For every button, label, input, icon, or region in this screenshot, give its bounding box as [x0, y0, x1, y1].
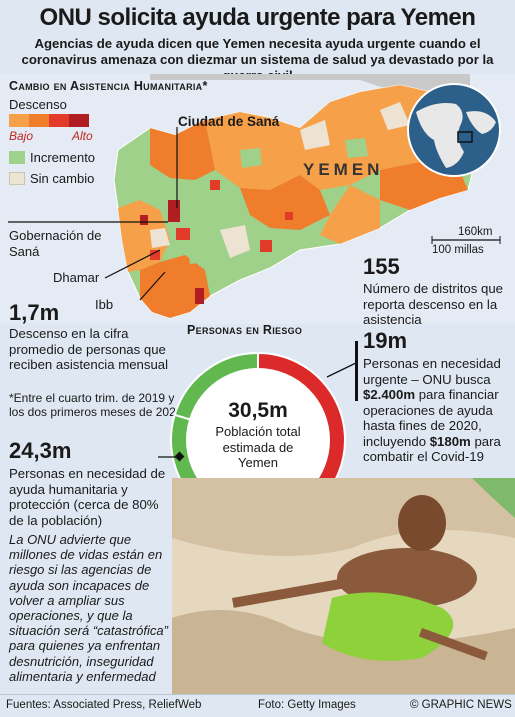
footnote: *Entre el cuarto trim. de 2019 y los dos… [9, 391, 183, 419]
legend-high: Alto [72, 129, 93, 143]
ibb-label: Ibb [95, 297, 114, 312]
legend-decrease-label: Descenso [9, 97, 67, 112]
stat-covid-amount: $180m [429, 433, 471, 449]
donut-center-value: 30,5m [228, 399, 288, 422]
footer: Fuentes: Associated Press, ReliefWeb Fot… [0, 694, 515, 717]
stat-districts-text: Número de distritos que reporta descenso… [363, 281, 504, 327]
legend-no-change-label: Sin cambio [30, 171, 95, 186]
stat-urgent-text: Personas en necesidad urgente – ONU busc… [363, 356, 513, 465]
legend-title: Cambio en Asistencia Humanitaria* [9, 79, 208, 93]
stat-districts-value: 155 [363, 254, 400, 279]
legend-increase-label: Incremento [30, 150, 96, 165]
yemen-map [8, 74, 501, 319]
footer-sources: Fuentes: Associated Press, ReliefWeb [6, 699, 202, 711]
headline: ONU solicita ayuda urgente para Yemen [39, 4, 476, 31]
stat-urgent-value: 19m [363, 328, 408, 353]
legend-no-change-swatch [9, 172, 25, 185]
footer-photo-credit: Foto: Getty Images [258, 699, 356, 711]
un-warning-text: La ONU advierte que millones de vidas es… [9, 532, 168, 684]
scale-miles: 100 millas [432, 244, 484, 256]
donut-center-text: Población total estimada de Yemen [215, 424, 301, 470]
stat-urgent-text-a: Personas en necesidad urgente – ONU busc… [363, 356, 501, 387]
globe-icon [407, 83, 501, 177]
scale-km: 160km [458, 226, 493, 238]
stat-need-text: Personas en necesidad de ayuda humanitar… [9, 466, 166, 528]
stat-urgent-text-c: para combatir el Covid-19 [363, 433, 501, 465]
donut-title: Personas en Riesgo [187, 323, 303, 337]
stat-urgent-text-b: para financiar operaciones de ayuda hast… [363, 387, 499, 449]
legend-decrease-scale [9, 114, 89, 127]
dhamar-label: Dhamar [53, 270, 100, 285]
footer-brand: © GRAPHIC NEWS [410, 699, 512, 711]
stat-need-value: 24,3m [9, 438, 72, 463]
stat-urgent-amount: $2.400m [363, 387, 416, 402]
photo-child [172, 478, 515, 694]
legend-increase-swatch [9, 151, 25, 164]
donut-leader-line [355, 341, 358, 401]
legend-low: Bajo [9, 129, 34, 143]
sana-city-label: Ciudad de Saná [178, 114, 280, 129]
sana-governorate-label: Gobernación de Saná [9, 228, 102, 259]
stat-decrease-text: Descenso en la cifra promedio de persona… [9, 326, 169, 372]
stat-decrease-value: 1,7m [9, 300, 60, 325]
country-label: YEMEN [303, 160, 384, 179]
